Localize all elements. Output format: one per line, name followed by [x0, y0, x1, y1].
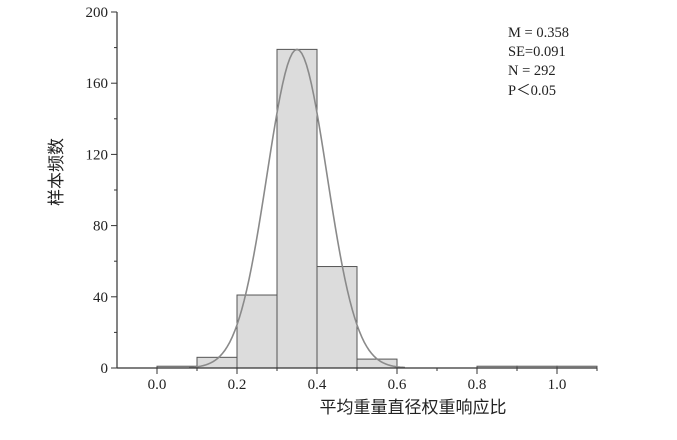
y-tick-label: 200 [86, 5, 109, 21]
x-tick-label: 0.4 [308, 377, 327, 393]
y-tick-label: 0 [101, 361, 109, 377]
x-tick-label: 0.2 [228, 377, 247, 393]
axes-layer: 0 40 80 120 160 200 0.0 0.2 0.4 0.6 0.8 1.0 [86, 5, 598, 393]
histogram-bar [316, 266, 358, 369]
x-tick-label: 0.0 [148, 377, 167, 393]
normal-curve [188, 48, 406, 369]
y-tick-label: 80 [93, 219, 108, 235]
y-tick-label: 120 [86, 147, 109, 163]
y-tick-label: 160 [86, 76, 109, 92]
histogram-bar [356, 358, 398, 369]
stats-annotation: M = 0.358 SE=0.091 N = 292 P＜0.05 [508, 25, 569, 99]
y-tick-label: 40 [93, 290, 108, 306]
stat-p: P＜0.05 [508, 83, 556, 99]
stat-n: N = 292 [508, 63, 556, 79]
y-axis-title: 样本频数 [47, 138, 67, 206]
histogram-bar [276, 48, 318, 369]
histogram-bar [236, 294, 278, 369]
stat-mean: M = 0.358 [508, 25, 569, 41]
x-tick-label: 0.8 [468, 377, 487, 393]
x-tick-label: 0.6 [388, 377, 407, 393]
stat-se: SE=0.091 [508, 44, 566, 60]
x-axis-title: 平均重量直径权重响应比 [320, 398, 507, 418]
x-tick-label: 1.0 [548, 377, 567, 393]
